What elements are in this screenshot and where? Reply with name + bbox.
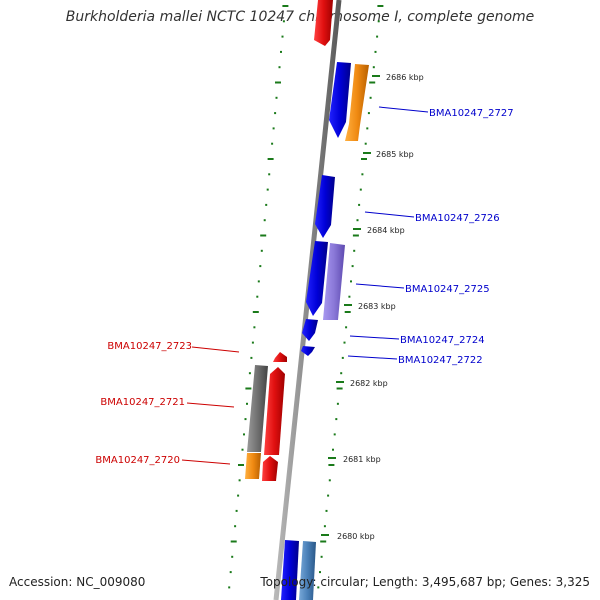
gene-bar[interactable] [264, 367, 285, 455]
gene-label-bma10247-2723[interactable]: BMA10247_2723 [107, 341, 192, 352]
gene-label-bma10247-2720[interactable]: BMA10247_2720 [95, 455, 180, 466]
ruler-label: 2681 kbp [343, 455, 381, 464]
label-leader-line [181, 459, 231, 465]
forward-gene-labels: BMA10247_2727 BMA10247_2726 BMA10247_272… [347, 106, 514, 366]
gene-label-bma10247-2724[interactable]: BMA10247_2724 [400, 335, 485, 346]
gene-label-bma10247-2726[interactable]: BMA10247_2726 [415, 213, 500, 224]
gene-bar[interactable] [323, 243, 345, 320]
gene-bar[interactable] [302, 319, 318, 341]
gene-bar[interactable] [301, 346, 315, 356]
label-leader-line [347, 355, 398, 360]
gene-bar[interactable] [299, 541, 316, 600]
gene-label-bma10247-2727[interactable]: BMA10247_2727 [429, 108, 514, 119]
ruler-label: 2686 kbp [386, 73, 424, 82]
ruler-label: 2683 kbp [358, 302, 396, 311]
gene-bar[interactable] [306, 241, 328, 316]
gene-label-bma10247-2722[interactable]: BMA10247_2722 [398, 355, 483, 366]
gene-label-bma10247-2721[interactable]: BMA10247_2721 [100, 397, 185, 408]
gene-features [245, 0, 369, 600]
gene-bar[interactable] [262, 456, 278, 481]
gene-label-bma10247-2725[interactable]: BMA10247_2725 [405, 284, 490, 295]
map-title: Burkholderia mallei NCTC 10247 chromosom… [65, 9, 535, 25]
label-leader-line [355, 283, 405, 289]
label-leader-line [378, 106, 429, 113]
gene-bar[interactable] [345, 64, 369, 141]
label-leader-line [191, 346, 240, 353]
ruler-label: 2685 kbp [376, 150, 414, 159]
outer-ruler-dots [317, 5, 384, 589]
label-leader-line [186, 402, 235, 408]
gene-bar[interactable] [245, 453, 261, 479]
reverse-gene-labels: BMA10247_2723 BMA10247_2721 BMA10247_272… [95, 341, 240, 466]
gene-bar[interactable] [281, 540, 299, 600]
gene-bar[interactable] [247, 365, 268, 452]
ruler-label: 2682 kbp [350, 379, 388, 388]
gene-bar[interactable] [315, 175, 335, 238]
ruler-label: 2680 kbp [337, 532, 375, 541]
ruler-labels: 2686 kbp 2685 kbp 2684 kbp 2683 kbp 2682… [337, 73, 424, 541]
label-leader-line [364, 211, 415, 218]
gene-bar[interactable] [314, 0, 333, 46]
accession-text: Accession: NC_009080 [9, 575, 146, 589]
ruler-ticks [321, 75, 380, 536]
label-leader-line [349, 335, 400, 340]
gene-bar[interactable] [273, 352, 287, 362]
topology-summary: Topology: circular; Length: 3,495,687 bp… [260, 575, 590, 589]
ruler-label: 2684 kbp [367, 226, 405, 235]
gene-bar[interactable] [329, 62, 351, 138]
inner-ruler-dots [228, 5, 289, 589]
